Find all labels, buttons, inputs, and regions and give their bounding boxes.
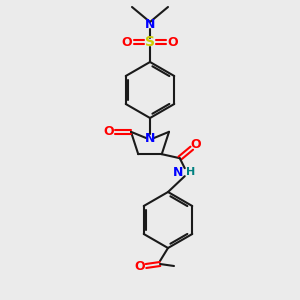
Text: N: N <box>172 166 183 179</box>
Text: S: S <box>145 35 155 49</box>
Text: O: O <box>104 125 114 138</box>
Text: O: O <box>168 35 178 49</box>
Text: O: O <box>122 35 132 49</box>
Text: O: O <box>190 138 201 151</box>
Text: O: O <box>135 260 145 272</box>
Text: N: N <box>145 131 155 145</box>
Text: H: H <box>186 167 195 177</box>
Text: N: N <box>145 19 155 32</box>
